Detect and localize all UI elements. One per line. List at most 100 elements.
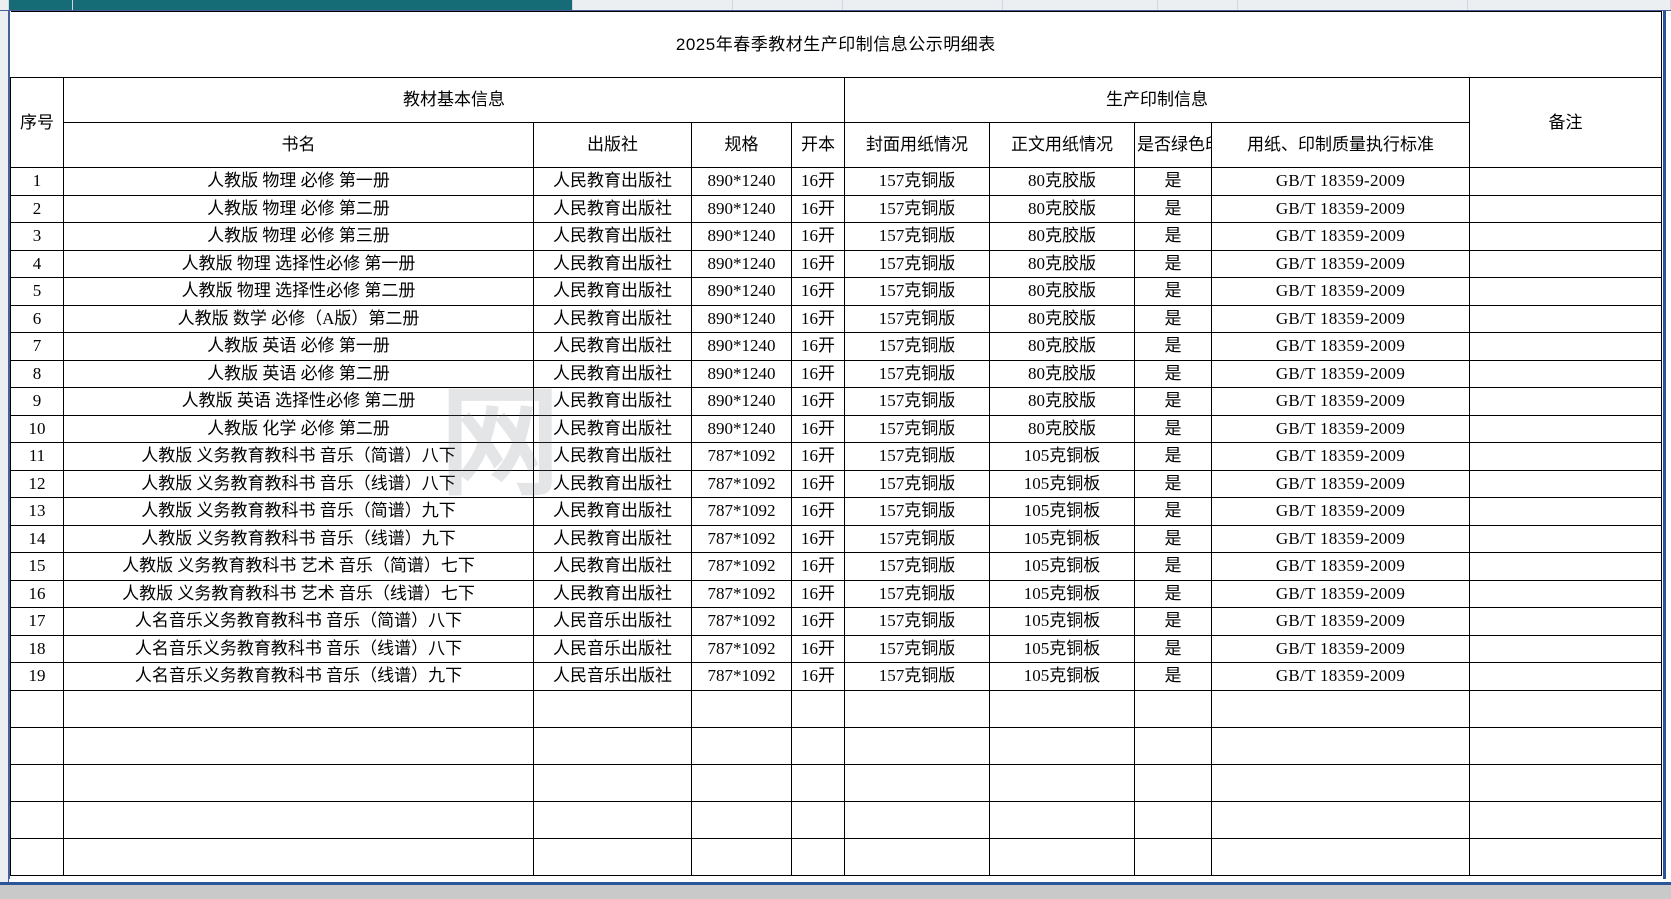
row-spec[interactable]: 890*1240 [691, 222, 792, 251]
row-book-name[interactable]: 人教版 物理 选择性必修 第一册 [63, 249, 534, 278]
row-spec[interactable]: 890*1240 [691, 167, 792, 196]
row-text-paper[interactable]: 105克铜板 [989, 579, 1135, 608]
row-text-paper[interactable]: 80克胶版 [989, 359, 1135, 388]
row-standard[interactable]: GB/T 18359-2009 [1211, 442, 1470, 471]
row-green-print[interactable]: 是 [1134, 414, 1212, 443]
empty-cell[interactable] [691, 800, 792, 839]
row-format[interactable]: 16开 [791, 524, 845, 553]
row-remark[interactable] [1468, 552, 1663, 581]
row-index[interactable]: 10 [10, 414, 64, 443]
row-text-paper[interactable]: 80克胶版 [989, 277, 1135, 306]
row-remark[interactable] [1468, 524, 1663, 553]
row-index[interactable]: 1 [10, 167, 64, 196]
row-format[interactable]: 16开 [791, 194, 845, 223]
row-text-paper[interactable]: 105克铜板 [989, 634, 1135, 663]
row-format[interactable]: 16开 [791, 222, 845, 251]
row-index[interactable]: 9 [10, 387, 64, 416]
row-cover-paper[interactable]: 157克铜版 [844, 524, 990, 553]
row-cover-paper[interactable]: 157克铜版 [844, 167, 990, 196]
empty-table-row[interactable] [10, 726, 1663, 765]
row-book-name[interactable]: 人名音乐义务教育教科书 音乐（简谱）八下 [63, 607, 534, 636]
row-book-name[interactable]: 人教版 物理 必修 第一册 [63, 167, 534, 196]
row-green-print[interactable]: 是 [1134, 552, 1212, 581]
row-book-name[interactable]: 人教版 物理 选择性必修 第二册 [63, 277, 534, 306]
empty-cell[interactable] [63, 763, 534, 802]
row-standard[interactable]: GB/T 18359-2009 [1211, 304, 1470, 333]
row-remark[interactable] [1468, 387, 1663, 416]
table-row[interactable]: 5 人教版 物理 选择性必修 第二册 人民教育出版社 890*1240 16开 157克铜… [10, 277, 1663, 306]
row-format[interactable]: 16开 [791, 662, 845, 691]
row-book-name[interactable]: 人教版 义务教育教科书 音乐（线谱）八下 [63, 469, 534, 498]
row-text-paper[interactable]: 80克胶版 [989, 249, 1135, 278]
row-green-print[interactable]: 是 [1134, 304, 1212, 333]
row-remark[interactable] [1468, 662, 1663, 691]
row-standard[interactable]: GB/T 18359-2009 [1211, 359, 1470, 388]
row-remark[interactable] [1468, 304, 1663, 333]
empty-cell[interactable] [691, 763, 792, 802]
column-header-e[interactable] [843, 0, 1003, 10]
row-cover-paper[interactable]: 157克铜版 [844, 634, 990, 663]
empty-cell[interactable] [791, 726, 845, 765]
row-publisher[interactable]: 人民音乐出版社 [533, 662, 692, 691]
row-index[interactable]: 19 [10, 662, 64, 691]
row-spec[interactable]: 787*1092 [691, 662, 792, 691]
row-standard[interactable]: GB/T 18359-2009 [1211, 607, 1470, 636]
corner-select-all[interactable] [0, 0, 9, 10]
row-remark[interactable] [1468, 497, 1663, 526]
row-book-name[interactable]: 人名音乐义务教育教科书 音乐（线谱）九下 [63, 662, 534, 691]
row-book-name[interactable]: 人教版 英语 必修 第二册 [63, 359, 534, 388]
row-green-print[interactable]: 是 [1134, 634, 1212, 663]
table-row[interactable]: 1 人教版 物理 必修 第一册 人民教育出版社 890*1240 16开 157克铜版 80… [10, 167, 1663, 196]
row-green-print[interactable]: 是 [1134, 607, 1212, 636]
table-row[interactable]: 9 人教版 英语 选择性必修 第二册 人民教育出版社 890*1240 16开 157克铜… [10, 387, 1663, 416]
column-header-h[interactable] [1238, 0, 1468, 10]
row-cover-paper[interactable]: 157克铜版 [844, 607, 990, 636]
row-publisher[interactable]: 人民教育出版社 [533, 277, 692, 306]
row-spec[interactable]: 787*1092 [691, 442, 792, 471]
row-format[interactable]: 16开 [791, 359, 845, 388]
row-index[interactable]: 14 [10, 524, 64, 553]
row-green-print[interactable]: 是 [1134, 387, 1212, 416]
column-header-c[interactable] [573, 0, 733, 10]
column-header-g[interactable] [1158, 0, 1238, 10]
row-book-name[interactable]: 人教版 义务教育教科书 音乐（线谱）九下 [63, 524, 534, 553]
empty-cell[interactable] [533, 689, 692, 728]
row-cover-paper[interactable]: 157克铜版 [844, 414, 990, 443]
row-publisher[interactable]: 人民教育出版社 [533, 167, 692, 196]
row-cover-paper[interactable]: 157克铜版 [844, 442, 990, 471]
empty-cell[interactable] [1468, 800, 1663, 839]
row-spec[interactable]: 787*1092 [691, 607, 792, 636]
row-spec[interactable]: 890*1240 [691, 359, 792, 388]
row-index[interactable]: 11 [10, 442, 64, 471]
row-standard[interactable]: GB/T 18359-2009 [1211, 277, 1470, 306]
row-cover-paper[interactable]: 157克铜版 [844, 469, 990, 498]
row-remark[interactable] [1468, 194, 1663, 223]
row-green-print[interactable]: 是 [1134, 579, 1212, 608]
row-format[interactable]: 16开 [791, 414, 845, 443]
row-text-paper[interactable]: 80克胶版 [989, 167, 1135, 196]
empty-cell[interactable] [533, 763, 692, 802]
empty-cell[interactable] [989, 726, 1135, 765]
row-text-paper[interactable]: 80克胶版 [989, 332, 1135, 361]
row-spec[interactable]: 787*1092 [691, 579, 792, 608]
row-cover-paper[interactable]: 157克铜版 [844, 277, 990, 306]
empty-cell[interactable] [844, 689, 990, 728]
table-row[interactable]: 7 人教版 英语 必修 第一册 人民教育出版社 890*1240 16开 157克铜版 80… [10, 332, 1663, 361]
empty-cell[interactable] [691, 726, 792, 765]
empty-cell[interactable] [1134, 689, 1212, 728]
row-publisher[interactable]: 人民音乐出版社 [533, 634, 692, 663]
row-green-print[interactable]: 是 [1134, 167, 1212, 196]
row-standard[interactable]: GB/T 18359-2009 [1211, 222, 1470, 251]
row-book-name[interactable]: 人教版 英语 选择性必修 第二册 [63, 387, 534, 416]
row-index[interactable]: 5 [10, 277, 64, 306]
empty-table-row[interactable] [10, 763, 1663, 802]
row-publisher[interactable]: 人民音乐出版社 [533, 607, 692, 636]
row-text-paper[interactable]: 105克铜板 [989, 662, 1135, 691]
empty-cell[interactable] [63, 726, 534, 765]
row-index[interactable]: 13 [10, 497, 64, 526]
row-format[interactable]: 16开 [791, 277, 845, 306]
row-book-name[interactable]: 人教版 物理 必修 第二册 [63, 194, 534, 223]
empty-cell[interactable] [989, 837, 1135, 876]
table-row[interactable]: 2 人教版 物理 必修 第二册 人民教育出版社 890*1240 16开 157克铜版 80… [10, 194, 1663, 223]
row-index[interactable]: 17 [10, 607, 64, 636]
